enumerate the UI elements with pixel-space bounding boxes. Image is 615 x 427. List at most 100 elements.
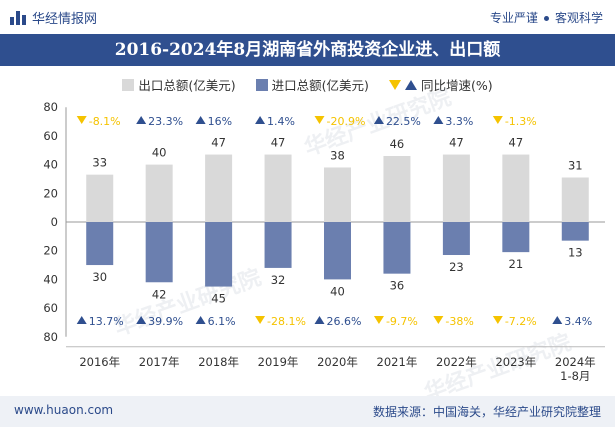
legend-yoy-label: 同比增速(%) <box>420 78 493 93</box>
legend-export-label: 出口总额(亿美元) <box>138 78 236 93</box>
import-value-label: 36 <box>390 279 405 293</box>
export-value-label: 31 <box>568 159 583 173</box>
export-yoy-label: -1.3% <box>505 115 537 128</box>
export-bar <box>502 154 530 222</box>
triangle-up-icon <box>76 316 87 324</box>
footer-source: 数据来源：中国海关，华经产业研究院整理 <box>372 405 601 419</box>
dot-icon <box>543 16 549 21</box>
export-value-label: 47 <box>271 136 286 150</box>
triangle-down-icon <box>433 316 444 324</box>
export-yoy-label: -20.9% <box>327 115 366 128</box>
export-yoy-label: 16% <box>208 115 232 128</box>
import-bar <box>86 222 114 266</box>
x-tick-label: 2022年 <box>436 355 477 369</box>
tagline-right: 客观科学 <box>554 11 603 25</box>
import-yoy-label: 6.1% <box>208 315 236 328</box>
import-yoy-label: -38% <box>445 315 473 328</box>
y-tick-label: 80 <box>43 330 58 344</box>
legend-export-swatch <box>122 78 135 91</box>
import-bar <box>383 222 411 274</box>
y-tick-label: 0 <box>51 215 58 229</box>
bar-logo-icon <box>10 10 26 25</box>
x-tick-label: 2023年 <box>495 355 536 369</box>
export-yoy-label: 3.3% <box>445 115 473 128</box>
tagline: 专业严谨 客观科学 <box>490 9 603 26</box>
import-bar <box>561 222 589 241</box>
export-yoy-label: 22.5% <box>386 115 421 128</box>
y-tick-label: 80 <box>43 100 58 114</box>
triangle-down-icon <box>373 316 384 324</box>
import-yoy-label: 26.6% <box>327 315 362 328</box>
chart-title: 2016-2024年8月湖南省外商投资企业进、出口额 <box>114 40 501 60</box>
y-tick-label: 60 <box>43 301 58 315</box>
triangle-up-icon <box>433 116 444 124</box>
legend-export: 出口总额(亿美元) <box>122 75 236 94</box>
triangle-up-icon <box>552 316 563 324</box>
import-yoy-label: 13.7% <box>89 315 124 328</box>
triangle-down-icon <box>388 79 401 90</box>
top-bar: 华经情报网 专业严谨 客观科学 <box>0 0 615 34</box>
y-tick-label: 40 <box>43 272 58 286</box>
export-value-label: 47 <box>211 136 226 150</box>
export-yoy-label: -8.1% <box>89 115 121 128</box>
export-yoy-label: 1.4% <box>267 115 295 128</box>
triangle-up-icon <box>255 116 266 124</box>
import-value-label: 23 <box>449 260 464 274</box>
tagline-left: 专业严谨 <box>489 11 538 25</box>
import-bar <box>442 222 470 256</box>
export-value-label: 40 <box>152 146 167 160</box>
legend-import-label: 进口总额(亿美元) <box>271 78 369 93</box>
export-bar <box>561 177 589 222</box>
legend-import: 进口总额(亿美元) <box>255 75 369 94</box>
export-bar <box>145 164 173 222</box>
y-tick-label: 40 <box>43 158 58 172</box>
triangle-down-icon <box>314 116 325 124</box>
export-value-label: 47 <box>449 136 464 150</box>
triangle-up-icon <box>314 316 325 324</box>
title-bar: 2016-2024年8月湖南省外商投资企业进、出口额 <box>0 34 615 66</box>
triangle-up-icon <box>404 79 417 90</box>
brand-name: 华经情报网 <box>32 12 98 27</box>
import-value-label: 32 <box>271 273 286 287</box>
triangle-down-icon <box>76 116 87 124</box>
export-bar <box>383 155 411 222</box>
legend-import-swatch <box>255 78 268 91</box>
export-bar <box>442 154 470 222</box>
import-yoy-label: 39.9% <box>148 315 183 328</box>
x-tick-label: 2018年 <box>198 355 239 369</box>
export-value-label: 38 <box>330 148 345 162</box>
import-yoy-label: -28.1% <box>267 315 306 328</box>
legend: 出口总额(亿美元) 进口总额(亿美元) 同比增速(%) <box>0 75 615 94</box>
import-value-label: 21 <box>509 257 524 271</box>
import-value-label: 40 <box>330 284 345 298</box>
triangle-down-icon <box>492 316 503 324</box>
chart-area: 80 60 40 20 0 20 40 60 80 33 30 -8.1% 13.7% 2016年 40 42… <box>43 100 605 383</box>
footer: www.huaon.com 数据来源：中国海关，华经产业研究院整理 <box>0 396 615 427</box>
y-tick-label: 20 <box>43 186 58 200</box>
x-tick-label: 2024年 <box>555 355 596 369</box>
x-tick-label: 2020年 <box>317 355 358 369</box>
import-yoy-label: -9.7% <box>386 315 418 328</box>
legend-yoy: 同比增速(%) <box>388 75 493 94</box>
import-value-label: 13 <box>568 246 583 260</box>
triangle-up-icon <box>373 116 384 124</box>
import-bar <box>264 222 292 268</box>
import-bar <box>502 222 530 253</box>
export-bar <box>264 154 292 222</box>
triangle-up-icon <box>136 116 147 124</box>
import-value-label: 42 <box>152 287 167 301</box>
x-tick-label: 2019年 <box>258 355 299 369</box>
x-tick-label: 2021年 <box>377 355 418 369</box>
export-bar <box>86 174 114 222</box>
export-bar <box>205 154 233 222</box>
import-bar <box>205 222 233 287</box>
export-yoy-label: 23.3% <box>148 115 183 128</box>
x-tick-label: 2016年 <box>79 355 120 369</box>
import-bar <box>145 222 173 283</box>
triangle-up-icon <box>195 316 206 324</box>
export-value-label: 46 <box>390 137 405 151</box>
y-tick-label: 20 <box>43 244 58 258</box>
import-value-label: 30 <box>92 270 107 284</box>
brand: 华经情报网 <box>10 8 97 27</box>
export-value-label: 47 <box>509 136 524 150</box>
